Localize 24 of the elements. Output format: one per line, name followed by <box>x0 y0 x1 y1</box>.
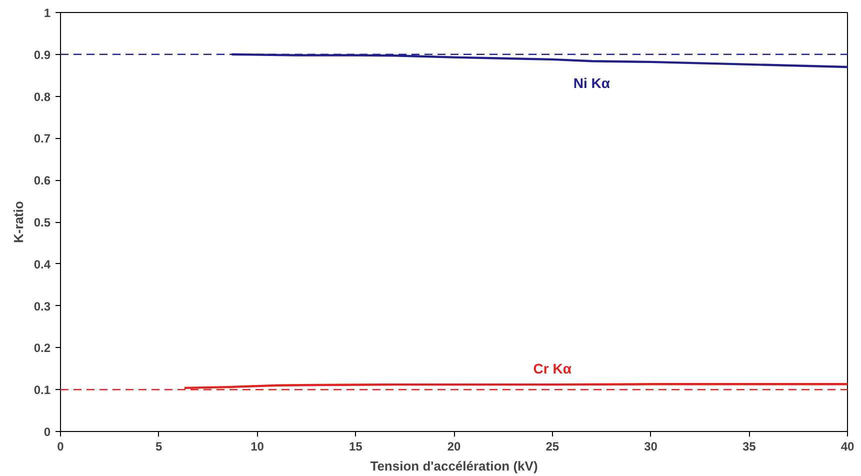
y-tick-label: 0 <box>44 425 51 439</box>
x-tick-label: 40 <box>840 440 854 454</box>
y-tick-label: 1 <box>44 6 51 20</box>
x-tick-label: 30 <box>644 440 658 454</box>
x-tick-label: 20 <box>447 440 461 454</box>
x-axis-title: Tension d'accélération (kV) <box>370 458 538 474</box>
y-tick-label: 0.9 <box>34 48 51 62</box>
y-tick-label: 0.5 <box>34 216 51 230</box>
y-tick-label: 0.7 <box>34 132 51 146</box>
y-tick-label: 0.3 <box>34 299 51 314</box>
x-tick-label: 35 <box>742 440 756 454</box>
x-tick-label: 10 <box>250 440 264 454</box>
y-tick-label: 0.8 <box>34 90 51 104</box>
y-tick-label: 0.1 <box>34 383 51 398</box>
y-axis-title: K-ratio <box>10 200 26 243</box>
y-tick-label: 0.2 <box>34 341 51 356</box>
x-tick-label: 0 <box>57 440 64 454</box>
x-tick-label: 25 <box>546 440 560 454</box>
y-tick-label: 0.4 <box>34 257 51 272</box>
x-tick-label: 15 <box>348 440 363 454</box>
x-tick-label: 5 <box>156 440 163 454</box>
y-tick-label: 0.6 <box>34 174 51 188</box>
series-label: Ni Kα <box>573 75 610 92</box>
series-label: Cr Kα <box>533 360 572 377</box>
